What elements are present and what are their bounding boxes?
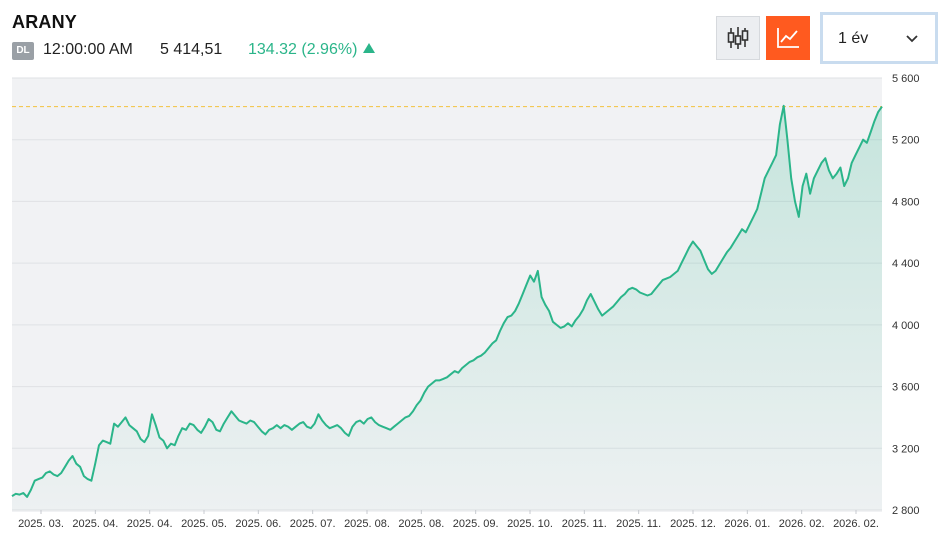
x-tick-label: 2026. 01. bbox=[724, 518, 770, 530]
x-tick-label: 2026. 02. bbox=[833, 518, 879, 530]
instrument-title: ARANY bbox=[12, 12, 78, 32]
last-price: 5 414,51 bbox=[160, 41, 223, 58]
x-tick-label: 2025. 04. bbox=[127, 518, 173, 530]
x-tick-label: 2025. 05. bbox=[181, 518, 227, 530]
y-tick-label: 4 000 bbox=[892, 320, 920, 332]
period-select-value: 1 év bbox=[838, 30, 869, 47]
x-tick-label: 2025. 11. bbox=[562, 518, 607, 530]
y-tick-label: 5 600 bbox=[892, 73, 920, 85]
x-tick-label: 2025. 09. bbox=[453, 518, 499, 530]
x-tick-label: 2026. 02. bbox=[779, 518, 825, 530]
price-change-value: 134.32 (2.96%) bbox=[248, 41, 358, 58]
y-tick-label: 2 800 bbox=[892, 505, 920, 517]
x-tick-label: 2025. 08. bbox=[344, 518, 390, 530]
y-tick-label: 5 200 bbox=[892, 135, 920, 147]
line-chart-icon bbox=[777, 28, 799, 48]
period-select[interactable]: 1 év bbox=[820, 12, 938, 64]
y-tick-label: 3 200 bbox=[892, 443, 920, 455]
price-area bbox=[12, 105, 882, 511]
source-badge: DL bbox=[12, 42, 34, 60]
x-tick-label: 2025. 10. bbox=[507, 518, 553, 530]
x-tick-label: 2025. 04. bbox=[72, 518, 118, 530]
line-chart-button[interactable] bbox=[766, 16, 810, 60]
last-update-time: 12:00:00 AM bbox=[43, 41, 133, 58]
x-tick-label: 2025. 08. bbox=[398, 518, 444, 530]
chevron-down-icon bbox=[906, 35, 918, 43]
y-tick-label: 4 400 bbox=[892, 258, 920, 270]
y-tick-label: 4 800 bbox=[892, 196, 920, 208]
candlestick-chart-button[interactable] bbox=[716, 16, 760, 60]
x-tick-label: 2025. 12. bbox=[670, 518, 716, 530]
price-change: 134.32 (2.96%) bbox=[248, 41, 376, 59]
y-tick-label: 3 600 bbox=[892, 382, 920, 394]
x-tick-label: 2025. 11. bbox=[616, 518, 661, 530]
x-tick-label: 2025. 03. bbox=[18, 518, 64, 530]
candlestick-icon bbox=[727, 27, 749, 49]
price-line bbox=[11, 104, 883, 498]
x-tick-label: 2025. 06. bbox=[235, 518, 281, 530]
x-tick-label: 2025. 07. bbox=[290, 518, 336, 530]
up-arrow-icon bbox=[363, 43, 376, 53]
